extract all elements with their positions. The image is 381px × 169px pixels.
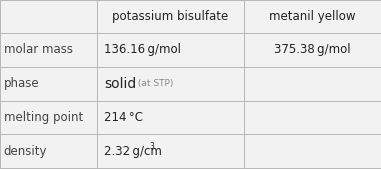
Text: 136.16 g/mol: 136.16 g/mol	[104, 43, 181, 56]
Text: potassium bisulfate: potassium bisulfate	[112, 10, 229, 23]
Text: 2.32 g/cm: 2.32 g/cm	[104, 145, 162, 158]
Text: 214 °C: 214 °C	[104, 111, 143, 124]
Text: metanil yellow: metanil yellow	[269, 10, 356, 23]
Text: solid: solid	[104, 77, 136, 91]
Text: 3: 3	[149, 142, 154, 151]
Text: phase: phase	[4, 77, 40, 90]
Text: molar mass: molar mass	[4, 43, 73, 56]
Text: 375.38 g/mol: 375.38 g/mol	[274, 43, 351, 56]
Text: (at STP): (at STP)	[135, 79, 174, 88]
Text: melting point: melting point	[4, 111, 83, 124]
Text: density: density	[4, 145, 47, 158]
